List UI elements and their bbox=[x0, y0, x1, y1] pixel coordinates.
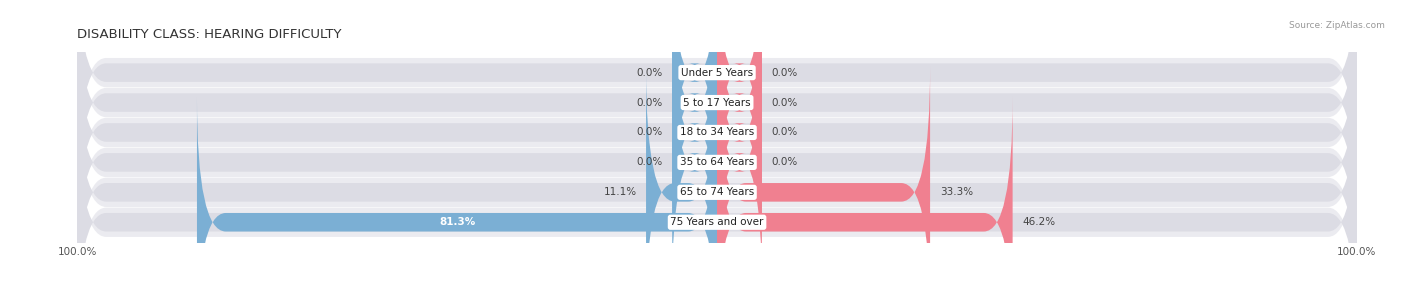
FancyBboxPatch shape bbox=[717, 37, 762, 288]
Text: 81.3%: 81.3% bbox=[439, 217, 475, 227]
FancyBboxPatch shape bbox=[717, 67, 931, 304]
Text: 5 to 17 Years: 5 to 17 Years bbox=[683, 98, 751, 108]
FancyBboxPatch shape bbox=[77, 0, 1357, 223]
FancyBboxPatch shape bbox=[672, 0, 717, 228]
FancyBboxPatch shape bbox=[77, 0, 1357, 198]
FancyBboxPatch shape bbox=[77, 37, 1357, 288]
Text: 35 to 64 Years: 35 to 64 Years bbox=[681, 157, 754, 168]
Text: 0.0%: 0.0% bbox=[637, 127, 662, 137]
Text: 18 to 34 Years: 18 to 34 Years bbox=[681, 127, 754, 137]
Text: 75 Years and over: 75 Years and over bbox=[671, 217, 763, 227]
Text: 0.0%: 0.0% bbox=[772, 157, 797, 168]
Text: 33.3%: 33.3% bbox=[939, 187, 973, 197]
Text: Source: ZipAtlas.com: Source: ZipAtlas.com bbox=[1289, 21, 1385, 30]
Text: 65 to 74 Years: 65 to 74 Years bbox=[681, 187, 754, 197]
Text: 0.0%: 0.0% bbox=[772, 67, 797, 78]
Text: 11.1%: 11.1% bbox=[603, 187, 637, 197]
Text: 0.0%: 0.0% bbox=[637, 98, 662, 108]
FancyBboxPatch shape bbox=[77, 67, 1357, 304]
Text: DISABILITY CLASS: HEARING DIFFICULTY: DISABILITY CLASS: HEARING DIFFICULTY bbox=[77, 28, 342, 41]
FancyBboxPatch shape bbox=[717, 0, 762, 198]
FancyBboxPatch shape bbox=[77, 97, 1357, 304]
Text: 0.0%: 0.0% bbox=[637, 157, 662, 168]
Text: 46.2%: 46.2% bbox=[1022, 217, 1056, 227]
FancyBboxPatch shape bbox=[77, 102, 1357, 304]
FancyBboxPatch shape bbox=[717, 97, 1012, 304]
FancyBboxPatch shape bbox=[672, 0, 717, 198]
FancyBboxPatch shape bbox=[77, 12, 1357, 253]
FancyBboxPatch shape bbox=[77, 42, 1357, 282]
FancyBboxPatch shape bbox=[717, 0, 762, 228]
FancyBboxPatch shape bbox=[77, 7, 1357, 258]
Text: 0.0%: 0.0% bbox=[772, 127, 797, 137]
FancyBboxPatch shape bbox=[672, 37, 717, 288]
Text: 0.0%: 0.0% bbox=[772, 98, 797, 108]
FancyBboxPatch shape bbox=[645, 67, 717, 304]
FancyBboxPatch shape bbox=[197, 97, 717, 304]
FancyBboxPatch shape bbox=[717, 7, 762, 258]
FancyBboxPatch shape bbox=[77, 0, 1357, 228]
Text: Under 5 Years: Under 5 Years bbox=[681, 67, 754, 78]
FancyBboxPatch shape bbox=[77, 72, 1357, 304]
Text: 0.0%: 0.0% bbox=[637, 67, 662, 78]
FancyBboxPatch shape bbox=[77, 0, 1357, 193]
FancyBboxPatch shape bbox=[672, 7, 717, 258]
